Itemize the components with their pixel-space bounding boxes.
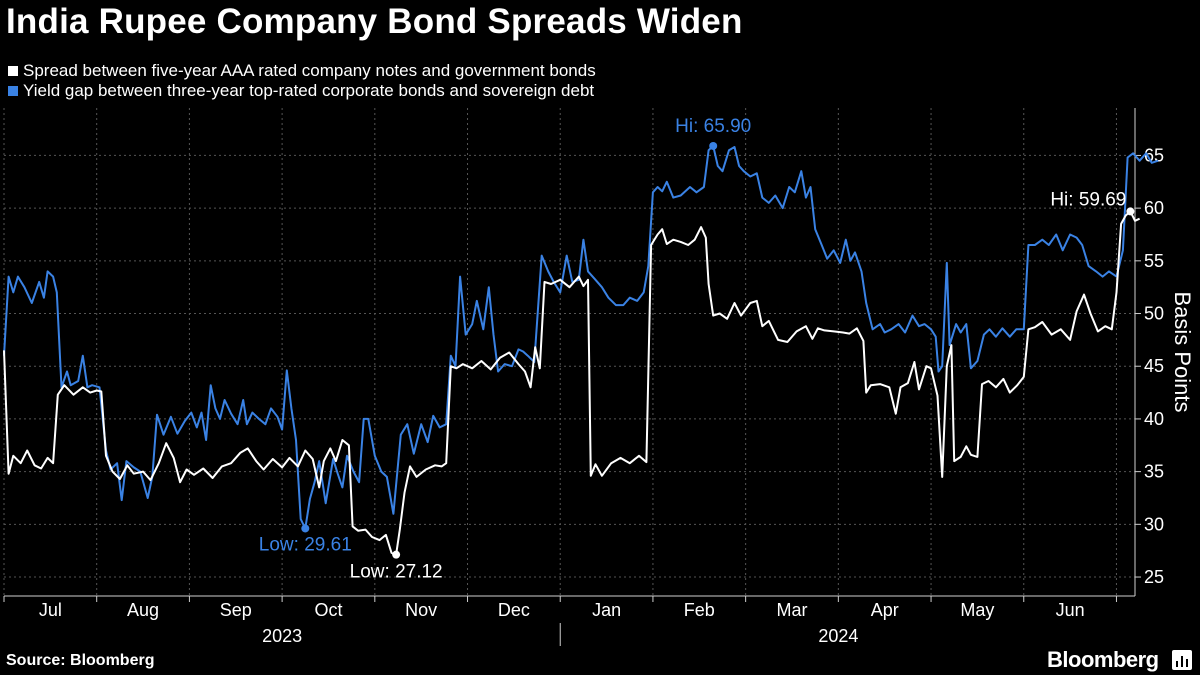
y-tick-label: 60 <box>1144 198 1164 218</box>
legend-label: Spread between five-year AAA rated compa… <box>23 61 596 80</box>
x-tick-label: Jun <box>1056 600 1085 620</box>
y-tick-label: 25 <box>1144 567 1164 587</box>
annotation-label: Hi: 65.90 <box>675 116 751 137</box>
annotation-label: Low: 29.61 <box>259 534 352 555</box>
year-label: 2023 <box>262 626 302 646</box>
y-tick-label: 55 <box>1144 251 1164 271</box>
x-tick-label: Feb <box>684 600 715 620</box>
x-tick-label: Jul <box>39 600 62 620</box>
x-tick-label: Jan <box>592 600 621 620</box>
x-tick-label: Oct <box>314 600 342 620</box>
x-tick-label: Dec <box>498 600 530 620</box>
x-tick-label: May <box>960 600 994 620</box>
x-tick-label: Nov <box>405 600 437 620</box>
x-tick-label: Apr <box>871 600 899 620</box>
series-line-five-year-spread <box>3 210 1141 556</box>
annotation-marker <box>301 524 310 533</box>
bloomberg-logo: Bloomberg <box>1047 647 1159 672</box>
annotation-marker <box>392 550 401 559</box>
legend-item-three-year-gap: Yield gap between three-year top-rated c… <box>8 81 594 101</box>
y-tick-label: 35 <box>1144 462 1164 482</box>
annotation-label: Low: 27.12 <box>350 562 443 583</box>
y-tick-label: 40 <box>1144 409 1164 429</box>
terminal-icon <box>1172 650 1192 670</box>
x-tick-label: Aug <box>127 600 159 620</box>
x-tick-label: Mar <box>776 600 807 620</box>
series-line-three-year-gap <box>3 144 1159 530</box>
annotation-marker <box>709 141 718 150</box>
source-note: Source: Bloomberg <box>6 652 155 669</box>
y-tick-label: 30 <box>1144 514 1164 534</box>
annotation-label: Hi: 59.69 <box>1050 189 1126 210</box>
year-label: 2024 <box>818 626 858 646</box>
y-axis-title: Basis Points <box>1170 291 1195 412</box>
y-tick-label: 50 <box>1144 304 1164 324</box>
legend-swatch-blue <box>8 86 18 96</box>
legend-item-five-year-spread: Spread between five-year AAA rated compa… <box>8 61 596 81</box>
annotation-marker <box>1126 207 1135 216</box>
chart-title: India Rupee Company Bond Spreads Widen <box>6 2 743 41</box>
x-tick-label: Sep <box>220 600 252 620</box>
legend-swatch-white <box>8 66 18 76</box>
legend-label: Yield gap between three-year top-rated c… <box>23 81 595 100</box>
y-tick-label: 45 <box>1144 356 1164 376</box>
y-tick-label: 65 <box>1144 145 1164 165</box>
